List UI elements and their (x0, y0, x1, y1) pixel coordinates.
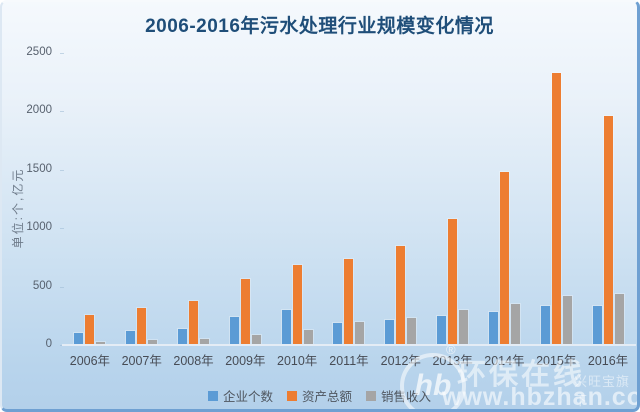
bar (385, 319, 395, 345)
bar (251, 334, 261, 345)
bar (292, 265, 302, 345)
x-tick-label: 2011年 (329, 354, 369, 368)
y-tick-mark (60, 286, 64, 288)
legend-label: 企业个数 (222, 390, 273, 404)
x-tick-label: 2014年 (484, 354, 525, 368)
bar-group (323, 53, 375, 345)
x-tick-label: 2007年 (121, 354, 162, 368)
bar (74, 333, 84, 345)
legend-swatch-icon (286, 390, 297, 401)
x-tick-label: 2006年 (69, 354, 111, 368)
legend-item: 企业个数 (207, 386, 273, 405)
bar (126, 330, 136, 345)
bar (344, 259, 354, 345)
bar-group (168, 53, 220, 345)
bar (333, 322, 343, 345)
bar (240, 279, 250, 345)
x-tick-label: 2016年 (587, 354, 629, 368)
legend-swatch-icon (207, 390, 218, 401)
y-tick-mark (60, 111, 64, 113)
bar-group (375, 53, 427, 345)
legend-swatch-icon (366, 390, 376, 401)
y-tick-mark (60, 228, 64, 230)
bar (178, 329, 188, 345)
legend-item: 销售收入 (366, 386, 431, 405)
bar (603, 116, 613, 345)
x-tick-label: 2010年 (277, 354, 318, 368)
bar (540, 306, 550, 345)
bar (562, 295, 572, 345)
bar (355, 322, 365, 345)
bar (189, 301, 199, 345)
bar (148, 340, 158, 345)
legend-item: 资产总额 (286, 386, 352, 405)
bar (407, 317, 417, 345)
bar-group (582, 53, 634, 345)
x-tick-label: 2012年 (380, 354, 421, 368)
bar (592, 306, 602, 345)
bar (614, 293, 624, 345)
bar (303, 329, 313, 345)
bar-group (64, 53, 116, 345)
legend-label: 资产总额 (301, 390, 352, 404)
bar-group (116, 53, 168, 345)
x-tick-label: 2015年 (536, 354, 577, 368)
y-axis-labels: 0 500 1000 1500 2000 2500 (2, 46, 64, 350)
y-tick-mark (60, 53, 64, 54)
y-tick-label: 0 (45, 338, 52, 350)
legend: 企业个数 资产总额 销售收入 (2, 386, 637, 405)
chart-title: 2006-2016年污水处理行业规模变化情况 (145, 16, 494, 37)
bar-group (479, 53, 531, 345)
bar (281, 309, 291, 345)
legend-label: 销售收入 (381, 390, 432, 404)
bar (488, 312, 498, 345)
bar (499, 172, 509, 345)
y-tick-label: 500 (32, 279, 52, 292)
bar (85, 314, 95, 345)
bar-group (427, 53, 479, 345)
bar (96, 341, 106, 345)
bar (510, 304, 520, 345)
bar-group (271, 53, 323, 345)
bar (200, 339, 210, 345)
x-tick-label: 2009年 (225, 354, 266, 368)
bar (229, 316, 239, 345)
bar (137, 308, 147, 345)
bar (437, 315, 447, 345)
bar-group (219, 53, 271, 345)
y-tick-label: 1500 (26, 162, 52, 175)
x-axis-labels: 2006年 2007年 2008年 2009年 2010年 2011年 2012年 2013年… (64, 350, 634, 369)
y-tick-mark (60, 169, 64, 171)
bar (396, 246, 406, 345)
plot-area (64, 53, 634, 345)
bar (459, 309, 469, 345)
x-axis-line (62, 344, 636, 346)
x-tick-label: 2013年 (432, 354, 473, 368)
y-tick-label: 1000 (26, 221, 52, 234)
bar-group (530, 53, 582, 345)
y-tick-label: 2500 (26, 46, 52, 58)
x-tick-label: 2008年 (173, 354, 214, 368)
y-tick-label: 2000 (26, 104, 52, 117)
bar (551, 72, 561, 345)
bar (448, 218, 458, 345)
